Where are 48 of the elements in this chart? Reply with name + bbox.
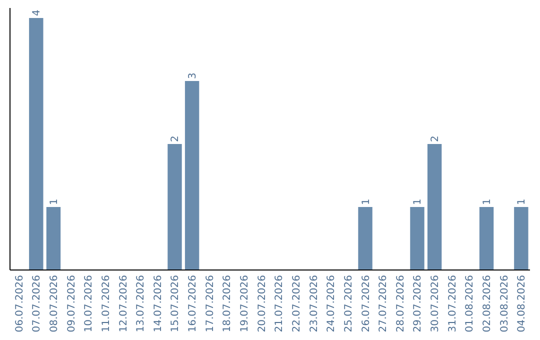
x-tick-label: 27.07.2026 (378, 275, 390, 332)
data-label: 1 (360, 198, 372, 205)
bar (358, 207, 372, 270)
x-tick-label: 07.07.2026 (32, 275, 43, 332)
x-tick-label: 06.07.2026 (14, 275, 26, 332)
x-tick-label: 09.07.2026 (66, 275, 78, 332)
data-label: 1 (482, 198, 494, 205)
x-tick-label: 17.07.2026 (204, 275, 216, 332)
data-label: 4 (32, 10, 43, 16)
x-tick-label: 21.07.2026 (274, 275, 286, 332)
x-tick-label: 13.07.2026 (136, 275, 147, 332)
bar (46, 207, 61, 270)
data-label: 3 (188, 72, 199, 79)
data-label: 1 (48, 198, 60, 205)
bar (410, 207, 424, 270)
bar (184, 81, 200, 270)
bar (427, 144, 442, 270)
x-tick-label: 30.07.2026 (430, 275, 442, 332)
x-tick-label: 28.07.2026 (395, 275, 406, 332)
data-label: 1 (412, 198, 424, 205)
x-tick-label: 08.07.2026 (48, 275, 60, 332)
x-tick-label: 16.07.2026 (188, 275, 199, 332)
x-tick-label: 23.07.2026 (308, 275, 320, 332)
x-tick-label: 24.07.2026 (326, 275, 338, 332)
x-tick-label: 02.08.2026 (482, 275, 494, 332)
x-tick-label: 03.08.2026 (499, 275, 510, 332)
x-tick-label: 01.08.2026 (464, 275, 476, 332)
x-tick-label: 11.07.2026 (100, 275, 112, 332)
x-tick-label: 25.07.2026 (343, 275, 354, 332)
data-label: 1 (516, 198, 528, 205)
bar (514, 207, 528, 270)
x-tick-label: 26.07.2026 (360, 275, 372, 332)
x-tick-label: 10.07.2026 (84, 275, 95, 332)
x-tick-label: 14.07.2026 (152, 275, 164, 332)
bar (479, 207, 494, 270)
x-tick-label: 20.07.2026 (256, 275, 268, 332)
x-tick-label: 29.07.2026 (412, 275, 424, 332)
data-label: 2 (170, 136, 182, 142)
x-tick-label: 31.07.2026 (447, 275, 458, 332)
bar (168, 144, 182, 270)
x-tick-label: 04.08.2026 (516, 275, 528, 332)
x-tick-label: 12.07.2026 (118, 275, 130, 332)
bar (29, 18, 44, 270)
x-tick-label: 22.07.2026 (291, 275, 302, 332)
data-label: 2 (430, 136, 442, 142)
x-tick-label: 15.07.2026 (170, 275, 182, 332)
x-tick-label: 19.07.2026 (240, 275, 251, 332)
x-tick-label: 18.07.2026 (222, 275, 234, 332)
